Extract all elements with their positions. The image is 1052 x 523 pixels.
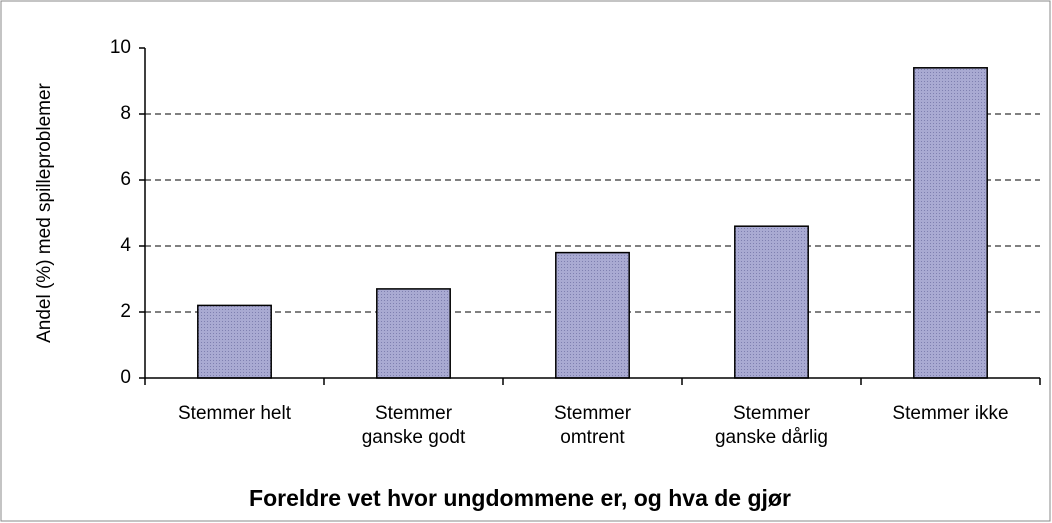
- bar: [555, 251, 630, 379]
- x-tick-label: Stemmer omtrent: [553, 403, 632, 448]
- y-tick-label: 2: [120, 301, 131, 322]
- bar: [197, 304, 272, 379]
- y-tick-label: 4: [120, 235, 131, 256]
- x-tick-label: Stemmer ikke: [892, 403, 1009, 424]
- y-tick-label: 8: [120, 103, 131, 124]
- y-tick-label: 10: [110, 37, 131, 58]
- x-tick-label: Stemmer helt: [178, 403, 291, 424]
- bar: [376, 288, 451, 379]
- x-tick-label: Stemmer ganske dårlig: [714, 403, 829, 448]
- bar: [913, 67, 988, 379]
- x-axis-title: Foreldre vet hvor ungdommene er, og hva …: [249, 485, 791, 511]
- bar: [734, 225, 809, 379]
- y-axis-title: Andel (%) med spilleproblemer: [34, 82, 55, 342]
- x-tick-label: Stemmer ganske godt: [361, 403, 466, 448]
- y-tick-label: 0: [120, 367, 131, 388]
- y-tick-label: 6: [120, 169, 131, 190]
